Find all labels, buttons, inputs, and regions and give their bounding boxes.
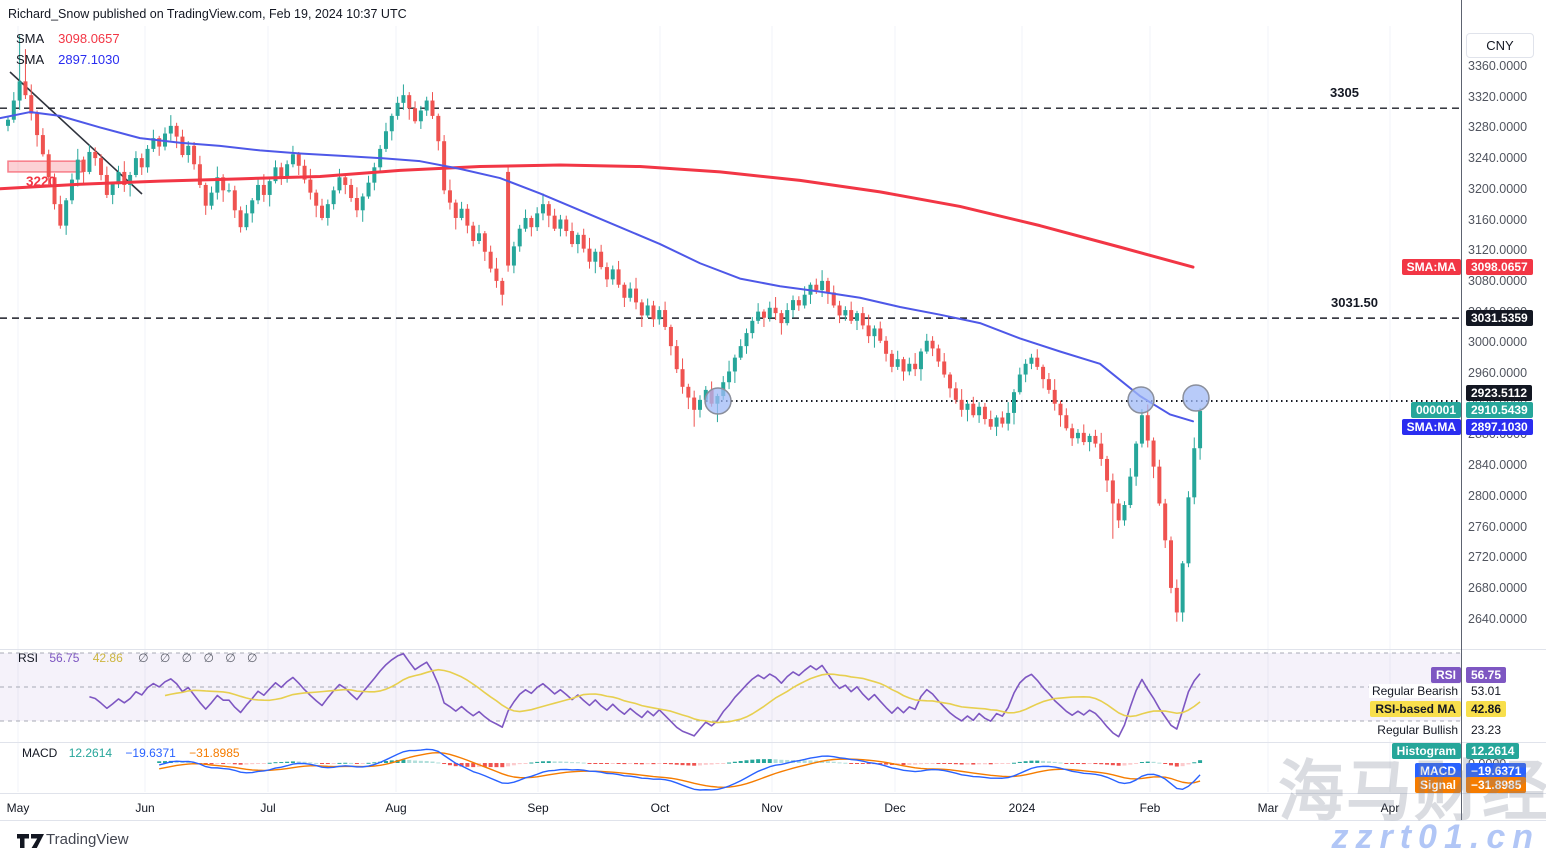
time-axis-label: Jun [135, 801, 155, 815]
price-tick: 3320.0000 [1468, 89, 1528, 104]
price-tick: 2720.0000 [1468, 550, 1528, 565]
time-axis-label: Sep [527, 801, 549, 815]
sma1-label: SMA [16, 31, 45, 46]
support-level-label: 3031.50 [1331, 295, 1378, 310]
scale-badge-name: 000001 [1410, 402, 1461, 418]
scale-badge-value: 2923.5112 [1466, 385, 1533, 401]
rsi-row-value: 23.23 [1468, 723, 1505, 737]
scale-badge-value: 3031.5359 [1466, 310, 1533, 326]
scale-badge-name: SMA:MA [1401, 259, 1461, 275]
macd-pane-header[interactable]: MACD 12.2614 −19.6371 −31.8985 [22, 746, 240, 760]
price-tick: 2680.0000 [1468, 580, 1528, 595]
time-axis-label: Jul [260, 801, 276, 815]
time-axis-label: Feb [1139, 801, 1161, 815]
rsi-row-value: 53.01 [1468, 684, 1505, 698]
legend-sma-2[interactable]: SMA 2897.1030 [16, 52, 120, 67]
price-tick: 3000.0000 [1468, 335, 1528, 350]
macd-line-value: −19.6371 [125, 746, 176, 760]
rsi-ma-value: 42.86 [92, 651, 123, 665]
rsi-row-name: Regular Bearish [1368, 684, 1461, 698]
price-tick: 2960.0000 [1468, 366, 1528, 380]
price-tick: 3280.0000 [1468, 120, 1528, 135]
macd-row-value: −31.8985 [1466, 777, 1527, 793]
resistance-level-label: 3305 [1330, 85, 1359, 100]
macd-row-value: −19.6371 [1466, 763, 1527, 779]
macd-signal-value: −31.8985 [189, 746, 240, 760]
time-axis-label: Nov [761, 801, 783, 815]
time-axis-label: May [6, 801, 30, 815]
time-axis-label: Mar [1257, 801, 1279, 815]
rsi-value: 56.75 [49, 651, 80, 665]
rsi-row-name: Regular Bullish [1374, 723, 1461, 737]
rsi-row-value: 56.75 [1466, 667, 1507, 683]
price-tick: 3080.0000 [1468, 273, 1528, 288]
macd-row-name: Histogram [1391, 743, 1461, 759]
macd-row-name: Signal [1414, 777, 1461, 793]
scale-badge-name: SMA:MA [1401, 419, 1461, 435]
rsi-row-name: RSI [1430, 667, 1461, 683]
time-axis-label: 2024 [1008, 801, 1036, 815]
sma2-label: SMA [16, 52, 45, 67]
watermark-url: zzrt01.cn [1331, 818, 1540, 856]
rsi-row-value: 42.86 [1466, 701, 1507, 717]
rsi-divergence-flags: ∅ ∅ ∅ ∅ ∅ ∅ [138, 651, 262, 665]
macd-row-value: 12.2614 [1466, 743, 1520, 759]
price-tick: 3360.0000 [1468, 59, 1528, 73]
scale-badge-value: 3098.0657 [1466, 259, 1533, 275]
supply-zone-label: 3220 [26, 174, 57, 189]
rsi-pane-header[interactable]: RSI 56.75 42.86 ∅ ∅ ∅ ∅ ∅ ∅ [18, 651, 262, 665]
time-axis-label: Aug [385, 801, 407, 815]
rsi-row-name: RSI-based MA [1370, 701, 1461, 717]
price-tick: 2640.0000 [1468, 611, 1528, 626]
publish-attribution: Richard_Snow published on TradingView.co… [8, 7, 407, 21]
price-tick: 2840.0000 [1468, 458, 1528, 473]
price-tick: 3200.0000 [1468, 181, 1528, 196]
scale-badge-value: 2897.1030 [1466, 419, 1533, 435]
macd-hist-value: 12.2614 [68, 746, 113, 760]
sma2-value: 2897.1030 [58, 52, 120, 67]
legend-sma-1[interactable]: SMA 3098.0657 [16, 31, 120, 46]
price-tick: 3240.0000 [1468, 151, 1528, 166]
tradingview-brand-text[interactable]: TradingView [46, 831, 129, 848]
scale-badge-value: 2910.5439 [1466, 402, 1533, 418]
time-axis-label: Apr [1380, 801, 1400, 815]
macd-title: MACD [22, 746, 58, 760]
price-tick: 2800.0000 [1468, 488, 1528, 503]
rsi-title: RSI [18, 651, 39, 665]
time-axis-label: Dec [884, 801, 906, 815]
macd-row-name: MACD [1415, 763, 1461, 779]
price-tick: 3160.0000 [1468, 212, 1528, 227]
currency-toggle-button[interactable]: CNY [1466, 33, 1534, 58]
tradingview-logo-icon[interactable] [16, 832, 46, 850]
price-tick: 2760.0000 [1468, 519, 1528, 534]
price-tick: 3120.0000 [1468, 243, 1528, 258]
time-axis-label: Oct [650, 801, 670, 815]
sma1-value: 3098.0657 [58, 31, 120, 46]
watermark-cjk: 海马财经 [1278, 754, 1546, 828]
